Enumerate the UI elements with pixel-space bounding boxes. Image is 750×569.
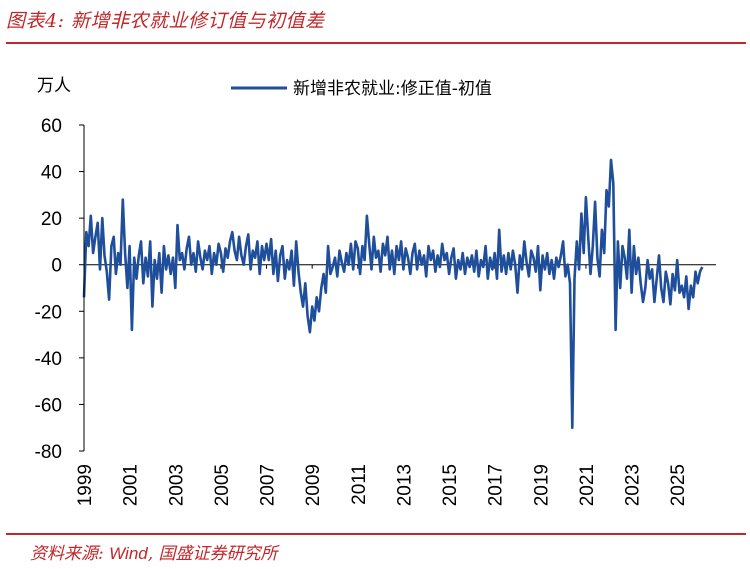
x-tick-label: 2017 [486,464,507,506]
x-tick-label: 2003 [166,464,187,506]
y-tick-label: -80 [35,442,62,463]
y-tick-label: 40 [41,163,62,184]
legend: 新增非农就业:修正值-初值 [231,79,492,99]
x-tick-label: 2007 [258,464,279,506]
x-axis: 1999 2001 2003 2005 2007 2009 2011 2013 2015 2017… [75,264,689,506]
y-tick-label: 0 [51,256,62,277]
y-axis-unit-label: 万人 [37,76,71,96]
source-wind: Wind [109,544,148,563]
source-rule [6,533,746,535]
x-tick-label: 2019 [531,464,552,506]
x-tick-label: 2005 [212,464,233,506]
title-rule [6,42,746,44]
source-note: 资料来源: Wind, 国盛证券研究所 [30,539,278,564]
x-tick-label: 2015 [440,464,461,506]
y-axis: 60 40 20 0 -20 -40 -60 -80 [35,116,84,463]
x-tick-label: 2025 [668,464,689,506]
y-tick-label: -60 [35,395,62,416]
figure-title: 图表4: 新增非农就业修订值与初值差 [6,10,325,32]
y-tick-label: 20 [41,209,62,230]
x-tick-label: 2009 [303,464,324,506]
x-tick-label: 2021 [577,464,598,506]
y-tick-label: -40 [35,349,62,370]
x-tick-label: 2023 [623,464,644,506]
x-tick-label: 2011 [349,464,370,505]
x-tick-label: 2001 [121,464,142,506]
x-tick-label: 1999 [75,464,96,506]
y-tick-label: -20 [35,302,62,323]
source-suffix: , 国盛证券研究所 [147,544,278,564]
x-tick-label: 2013 [394,464,415,506]
series-line-revision-diff [82,158,704,429]
source-prefix: 资料来源: [30,544,110,564]
y-tick-label: 60 [41,116,62,137]
legend-entry: 新增非农就业:修正值-初值 [293,79,492,99]
